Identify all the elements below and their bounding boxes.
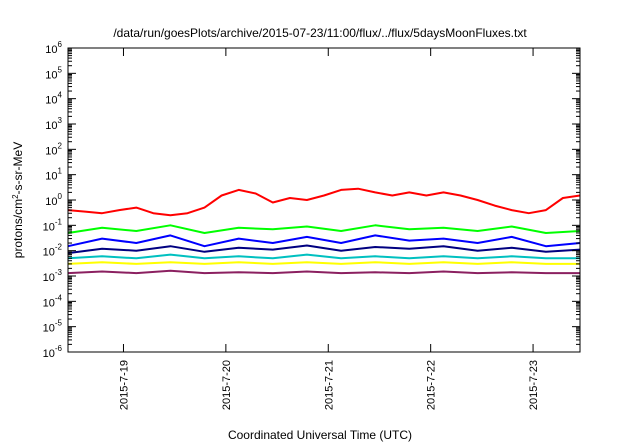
y-tick-base: 10 <box>45 171 57 183</box>
series-line-3 <box>67 244 581 255</box>
y-tick-base: 10 <box>43 272 55 284</box>
y-tick-label: 101 <box>45 167 62 183</box>
series-line-0 <box>67 187 581 217</box>
series-line-5 <box>67 261 580 265</box>
y-tick-base: 10 <box>45 69 57 81</box>
y-tick-exp: -4 <box>55 293 63 302</box>
y-tick-label: 10-5 <box>43 319 63 335</box>
y-tick-label: 10-3 <box>43 268 63 284</box>
y-ticks: 10-610-510-410-310-210-11001011021031041… <box>43 40 580 360</box>
series-line-4 <box>67 253 580 260</box>
y-tick-label: 10-6 <box>43 344 63 360</box>
y-tick-label: 10-2 <box>43 243 63 259</box>
y-axis-label-prefix: protons/cm <box>11 199 25 258</box>
y-tick-exp: 3 <box>58 116 63 125</box>
y-tick-label: 106 <box>45 40 62 56</box>
y-tick-base: 10 <box>45 95 57 107</box>
y-tick-exp: 2 <box>58 141 63 150</box>
y-tick-base: 10 <box>43 297 55 309</box>
series-line-6 <box>67 269 580 275</box>
x-tick-label: 2015-7-19 <box>118 360 130 410</box>
y-tick-exp: -1 <box>55 217 63 226</box>
y-tick-label: 10-1 <box>43 217 63 233</box>
y-tick-label: 102 <box>45 141 62 157</box>
x-axis-label: Coordinated Universal Time (UTC) <box>228 428 412 442</box>
y-tick-exp: 4 <box>58 91 63 100</box>
y-tick-label: 100 <box>45 192 62 208</box>
x-tick-label: 2015-7-22 <box>426 360 438 410</box>
y-tick-exp: -2 <box>55 243 63 252</box>
x-tick-label: 2015-7-23 <box>528 360 540 410</box>
y-tick-label: 10-4 <box>43 293 63 309</box>
y-tick-base: 10 <box>45 196 57 208</box>
y-tick-base: 10 <box>45 120 57 132</box>
y-tick-base: 10 <box>43 247 55 259</box>
series-layer <box>67 187 581 275</box>
series-line-2 <box>67 234 581 248</box>
y-tick-exp: 5 <box>58 65 63 74</box>
x-ticks: 2015-7-19 2015-7-20 2015-7-21 2015-7-22 2015… <box>118 48 540 410</box>
series-line-1 <box>67 224 581 234</box>
y-axis-label-sup: 2 <box>11 194 20 199</box>
y-tick-exp: 6 <box>58 40 63 49</box>
chart-title: /data/run/goesPlots/archive/2015-07-23/1… <box>113 26 527 40</box>
y-tick-base: 10 <box>45 44 57 56</box>
y-axis-label: protons/cm2-s-sr-MeV <box>11 142 26 258</box>
y-tick-base: 10 <box>45 145 57 157</box>
y-tick-base: 10 <box>43 221 55 233</box>
x-tick-label: 2015-7-21 <box>323 360 335 410</box>
x-tick-label: 2015-7-20 <box>221 360 233 410</box>
y-tick-label: 103 <box>45 116 62 132</box>
y-tick-exp: -5 <box>55 319 63 328</box>
y-tick-base: 10 <box>43 348 55 360</box>
y-tick-exp: 1 <box>58 167 63 176</box>
y-tick-base: 10 <box>43 323 55 335</box>
y-tick-label: 105 <box>45 65 62 81</box>
y-axis-label-suffix: -s-sr-MeV <box>11 142 25 195</box>
y-tick-exp: 0 <box>58 192 63 201</box>
y-tick-exp: -6 <box>55 344 63 353</box>
plot-frame <box>67 47 581 353</box>
y-tick-exp: -3 <box>55 268 63 277</box>
y-tick-label: 104 <box>45 91 62 107</box>
